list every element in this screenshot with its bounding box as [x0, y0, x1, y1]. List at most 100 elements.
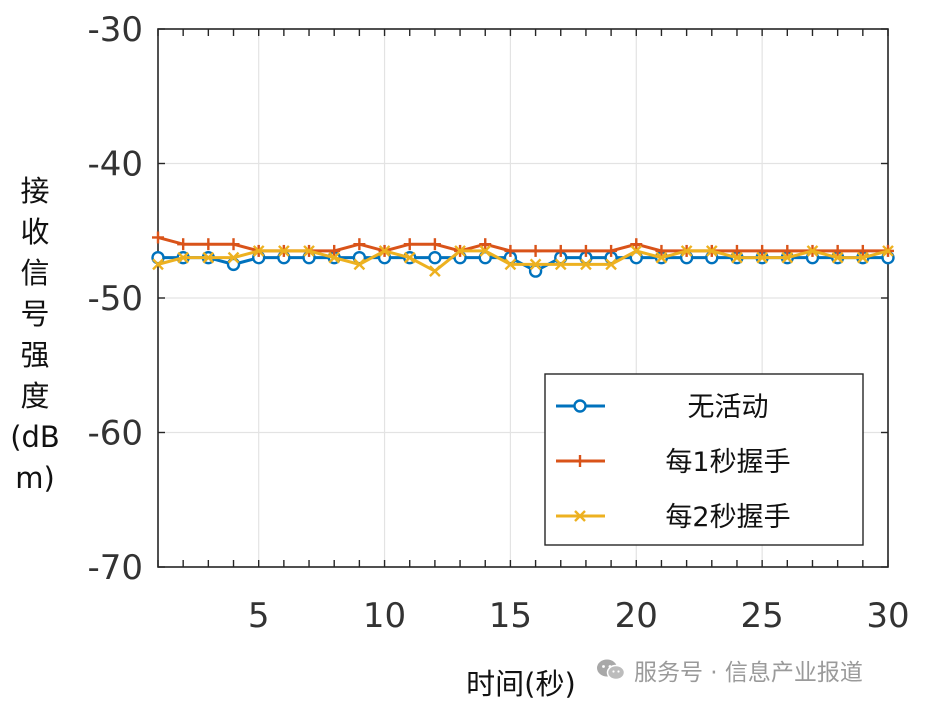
- data-point: [605, 244, 618, 257]
- y-tick-label: -60: [87, 414, 143, 454]
- data-point: [831, 251, 844, 264]
- y-tick-label: -40: [87, 145, 143, 185]
- data-point: [252, 245, 265, 257]
- data-point: [680, 245, 693, 257]
- data-point-d2: [605, 258, 617, 271]
- watermark: 服务号 · 信息产业报道: [596, 652, 863, 688]
- x-tick-label: 30: [866, 596, 909, 636]
- data-point: [605, 258, 617, 271]
- watermark-text: 服务号 · 信息产业报道: [634, 660, 863, 686]
- data-point: [303, 245, 315, 257]
- data-point-d2: [479, 245, 492, 257]
- data-point-d2: [574, 510, 586, 522]
- data-point: [479, 238, 492, 251]
- data-point: [630, 238, 643, 251]
- data-point: [454, 245, 466, 257]
- data-point: [152, 258, 164, 271]
- data-point-d2: [680, 245, 693, 257]
- data-point: [731, 251, 743, 264]
- x-tick-label: 20: [615, 596, 658, 636]
- data-point: [378, 245, 391, 257]
- data-point: [504, 244, 517, 257]
- wechat-icon: [597, 659, 626, 681]
- data-point: [202, 238, 215, 251]
- data-point: [202, 251, 215, 264]
- legend-entry: 无活动: [556, 392, 769, 423]
- data-point: [573, 399, 587, 413]
- legend-entry: 每1秒握手: [556, 447, 791, 478]
- y-axis-title-line: 号: [20, 297, 49, 331]
- data-point: [756, 244, 769, 257]
- data-point-d2: [705, 245, 718, 257]
- data-point: [856, 244, 869, 257]
- data-point: [655, 251, 668, 264]
- data-point: [152, 231, 164, 244]
- data-point-d2: [454, 245, 466, 257]
- data-point-d2: [781, 251, 794, 264]
- legend-label: 无活动: [688, 392, 769, 423]
- data-point-d2: [252, 245, 265, 257]
- data-point: [429, 265, 441, 277]
- data-point: [428, 238, 441, 251]
- legend-label: 每1秒握手: [665, 447, 790, 478]
- data-point: [574, 455, 586, 467]
- y-tick-label: -30: [87, 10, 143, 50]
- x-tick-label: 25: [741, 596, 784, 636]
- data-point-d2: [504, 258, 517, 271]
- data-point: [529, 244, 542, 257]
- x-axis-title: 时间(秒): [466, 667, 576, 701]
- series-3: [152, 245, 894, 277]
- data-point: [580, 258, 592, 271]
- data-point: [177, 238, 190, 251]
- y-tick-label: -50: [87, 279, 143, 319]
- x-tick-label: 15: [489, 596, 532, 636]
- data-point-d2: [278, 245, 290, 257]
- data-point-d2: [378, 245, 391, 257]
- y-axis-title-line: 收: [20, 215, 49, 249]
- data-point: [882, 245, 894, 257]
- data-point: [730, 244, 743, 257]
- data-point-d2: [403, 251, 416, 264]
- data-point-d2: [806, 245, 819, 257]
- x-tick-label: 10: [363, 596, 406, 636]
- data-point: [177, 251, 190, 264]
- data-point: [554, 244, 567, 257]
- data-point: [353, 238, 366, 251]
- data-point: [328, 251, 341, 264]
- legend-label: 每2秒握手: [665, 502, 790, 533]
- y-axis-title-line: m): [15, 461, 55, 495]
- data-point: [781, 244, 794, 257]
- series-line: [157, 249, 889, 273]
- y-axis-title-line: 接: [20, 174, 49, 208]
- data-point-d2: [429, 265, 441, 277]
- series-line: [157, 236, 888, 253]
- series-layer: [151, 231, 895, 278]
- data-point-d2: [328, 251, 341, 264]
- data-point-d2: [529, 258, 542, 271]
- data-point: [353, 258, 366, 271]
- y-tick-label: -70: [87, 548, 143, 588]
- data-point: [529, 258, 542, 271]
- data-point-d2: [630, 245, 643, 257]
- data-point: [705, 245, 718, 257]
- data-point: [227, 238, 240, 251]
- data-point-d2: [756, 251, 768, 264]
- tick-labels: 5 10 15 20 25 30 -30 -40 -50 -60 -70: [87, 10, 909, 636]
- data-point: [504, 258, 517, 271]
- data-point: [655, 244, 668, 257]
- data-point-d2: [303, 245, 315, 257]
- data-point: [806, 245, 819, 257]
- data-point-d2: [152, 258, 164, 271]
- data-point: [856, 251, 869, 264]
- data-point: [574, 510, 586, 522]
- data-point: [227, 251, 240, 264]
- axes: [157, 28, 889, 568]
- data-point: [428, 250, 442, 265]
- data-point-d2: [882, 245, 894, 257]
- data-point: [554, 258, 567, 271]
- y-axis-title-line: 度: [20, 379, 49, 413]
- data-point-d2: [580, 258, 592, 271]
- data-point-d2: [202, 251, 215, 264]
- y-axis-title-line: (dB: [10, 420, 60, 454]
